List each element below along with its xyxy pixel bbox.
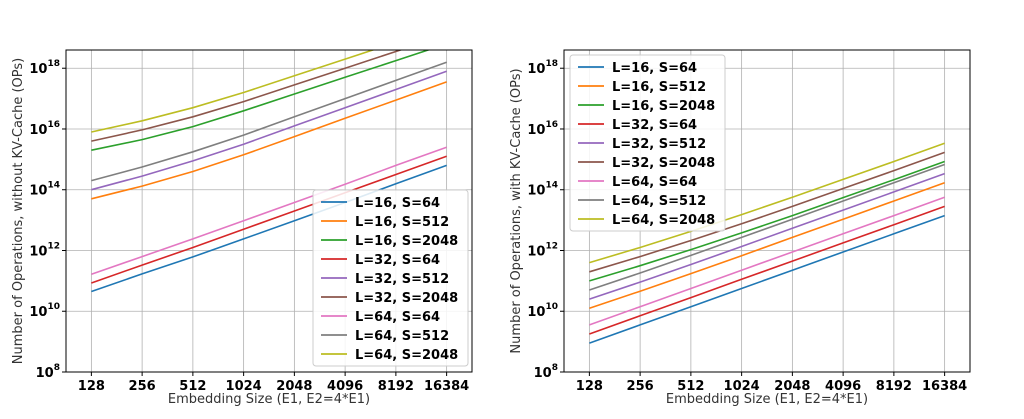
legend-label: L=16, S=64 [355,196,440,211]
legend-label: L=32, S=512 [612,137,706,152]
legend-label: L=16, S=2048 [612,99,715,114]
x-tick-label: 256 [627,379,654,394]
chart-left: 128 256 512 1024 2048 4096 8192 16384 108101010… [11,49,473,407]
series-line [91,50,404,142]
chart-right: 128 256 512 1024 2048 4096 8192 16384 108101010… [509,49,971,407]
legend-label: L=32, S=64 [355,253,440,268]
legend-label: L=64, S=512 [612,194,706,209]
y-tick-labels: 108 1010 1012 1014 1016 1018 [527,59,564,381]
x-axis-label: Embedding Size (E1, E2=4*E1) [168,392,370,407]
y-tick-label: 108 [36,363,60,381]
legend-label: L=32, S=2048 [612,156,715,171]
x-tick-label: 1024 [724,379,760,394]
series-lines [91,50,447,293]
x-tick-label: 128 [78,379,105,394]
y-tick-label: 1012 [527,241,558,259]
legend: L=16, S=64 L=16, S=512 L=16, S=2048 L=32, S… [569,54,726,232]
y-tick-label: 1014 [527,181,558,199]
legend-label: L=32, S=512 [355,272,449,287]
series-line [91,70,447,191]
series-line [91,50,376,133]
legend-label: L=32, S=64 [612,118,697,133]
x-tick-label: 512 [677,379,704,394]
y-tick-label: 1016 [527,120,558,138]
y-axis-label: Number of Operations, without KV-Cache (… [11,58,26,364]
series-line [589,163,945,291]
x-tick-label: 4096 [327,379,363,394]
x-tick-label: 16384 [922,379,967,394]
series-line [91,164,447,293]
series-line [589,160,945,282]
legend-box [312,189,469,367]
y-tick-label: 108 [534,363,558,381]
x-tick-label: 16384 [424,379,469,394]
x-tick-label: 512 [179,379,206,394]
legend-label: L=64, S=2048 [612,213,715,228]
legend-label: L=32, S=2048 [355,291,458,306]
series-line [589,172,945,300]
x-tick-label: 1024 [226,379,262,394]
plot-frame [65,49,473,373]
y-tick-label: 1012 [29,241,60,259]
y-tick-label: 1010 [527,302,558,320]
x-tick-label: 128 [576,379,603,394]
y-tick-label: 1014 [29,181,60,199]
plot-frame [563,49,971,373]
series-line [91,61,447,182]
x-tick-label: 8192 [378,379,414,394]
series-line [91,81,447,200]
series-line [589,181,945,309]
x-tick-labels: 128 256 512 1024 2048 4096 8192 16384 [78,372,469,394]
legend-label: L=16, S=512 [612,80,706,95]
series-line [91,155,447,284]
x-tick-label: 2048 [774,379,810,394]
y-tick-labels: 108 1010 1012 1014 1016 1018 [29,59,66,381]
y-tick-label: 1016 [29,120,60,138]
legend: L=16, S=64 L=16, S=512 L=16, S=2048 L=32, S… [312,189,469,367]
legend-label: L=16, S=64 [612,61,697,76]
series-line [589,205,945,335]
y-tick-label: 1018 [29,59,60,77]
legend-label: L=64, S=64 [612,175,697,190]
y-tick-label: 1010 [29,302,60,320]
x-tick-label: 4096 [825,379,861,394]
legend-box [569,54,726,232]
series-line [589,151,945,273]
series-line [589,214,945,344]
legend-label: L=16, S=2048 [355,234,458,249]
legend-label: L=64, S=2048 [355,348,458,363]
series-line [91,146,447,275]
series-line [589,196,945,326]
x-tick-label: 8192 [876,379,912,394]
x-tick-label: 256 [129,379,156,394]
legend-label: L=16, S=512 [355,215,449,230]
y-tick-label: 1018 [527,59,558,77]
x-tick-label: 2048 [276,379,312,394]
series-line [589,142,945,264]
x-tick-labels: 128 256 512 1024 2048 4096 8192 16384 [576,372,967,394]
legend-label: L=64, S=512 [355,329,449,344]
legend-label: L=64, S=64 [355,310,440,325]
y-axis-label: Number of Operations, with KV-Cache (OPs… [509,68,524,353]
series-line [91,50,431,151]
series-lines [589,142,945,344]
x-axis-label: Embedding Size (E1, E2=4*E1) [666,392,868,407]
